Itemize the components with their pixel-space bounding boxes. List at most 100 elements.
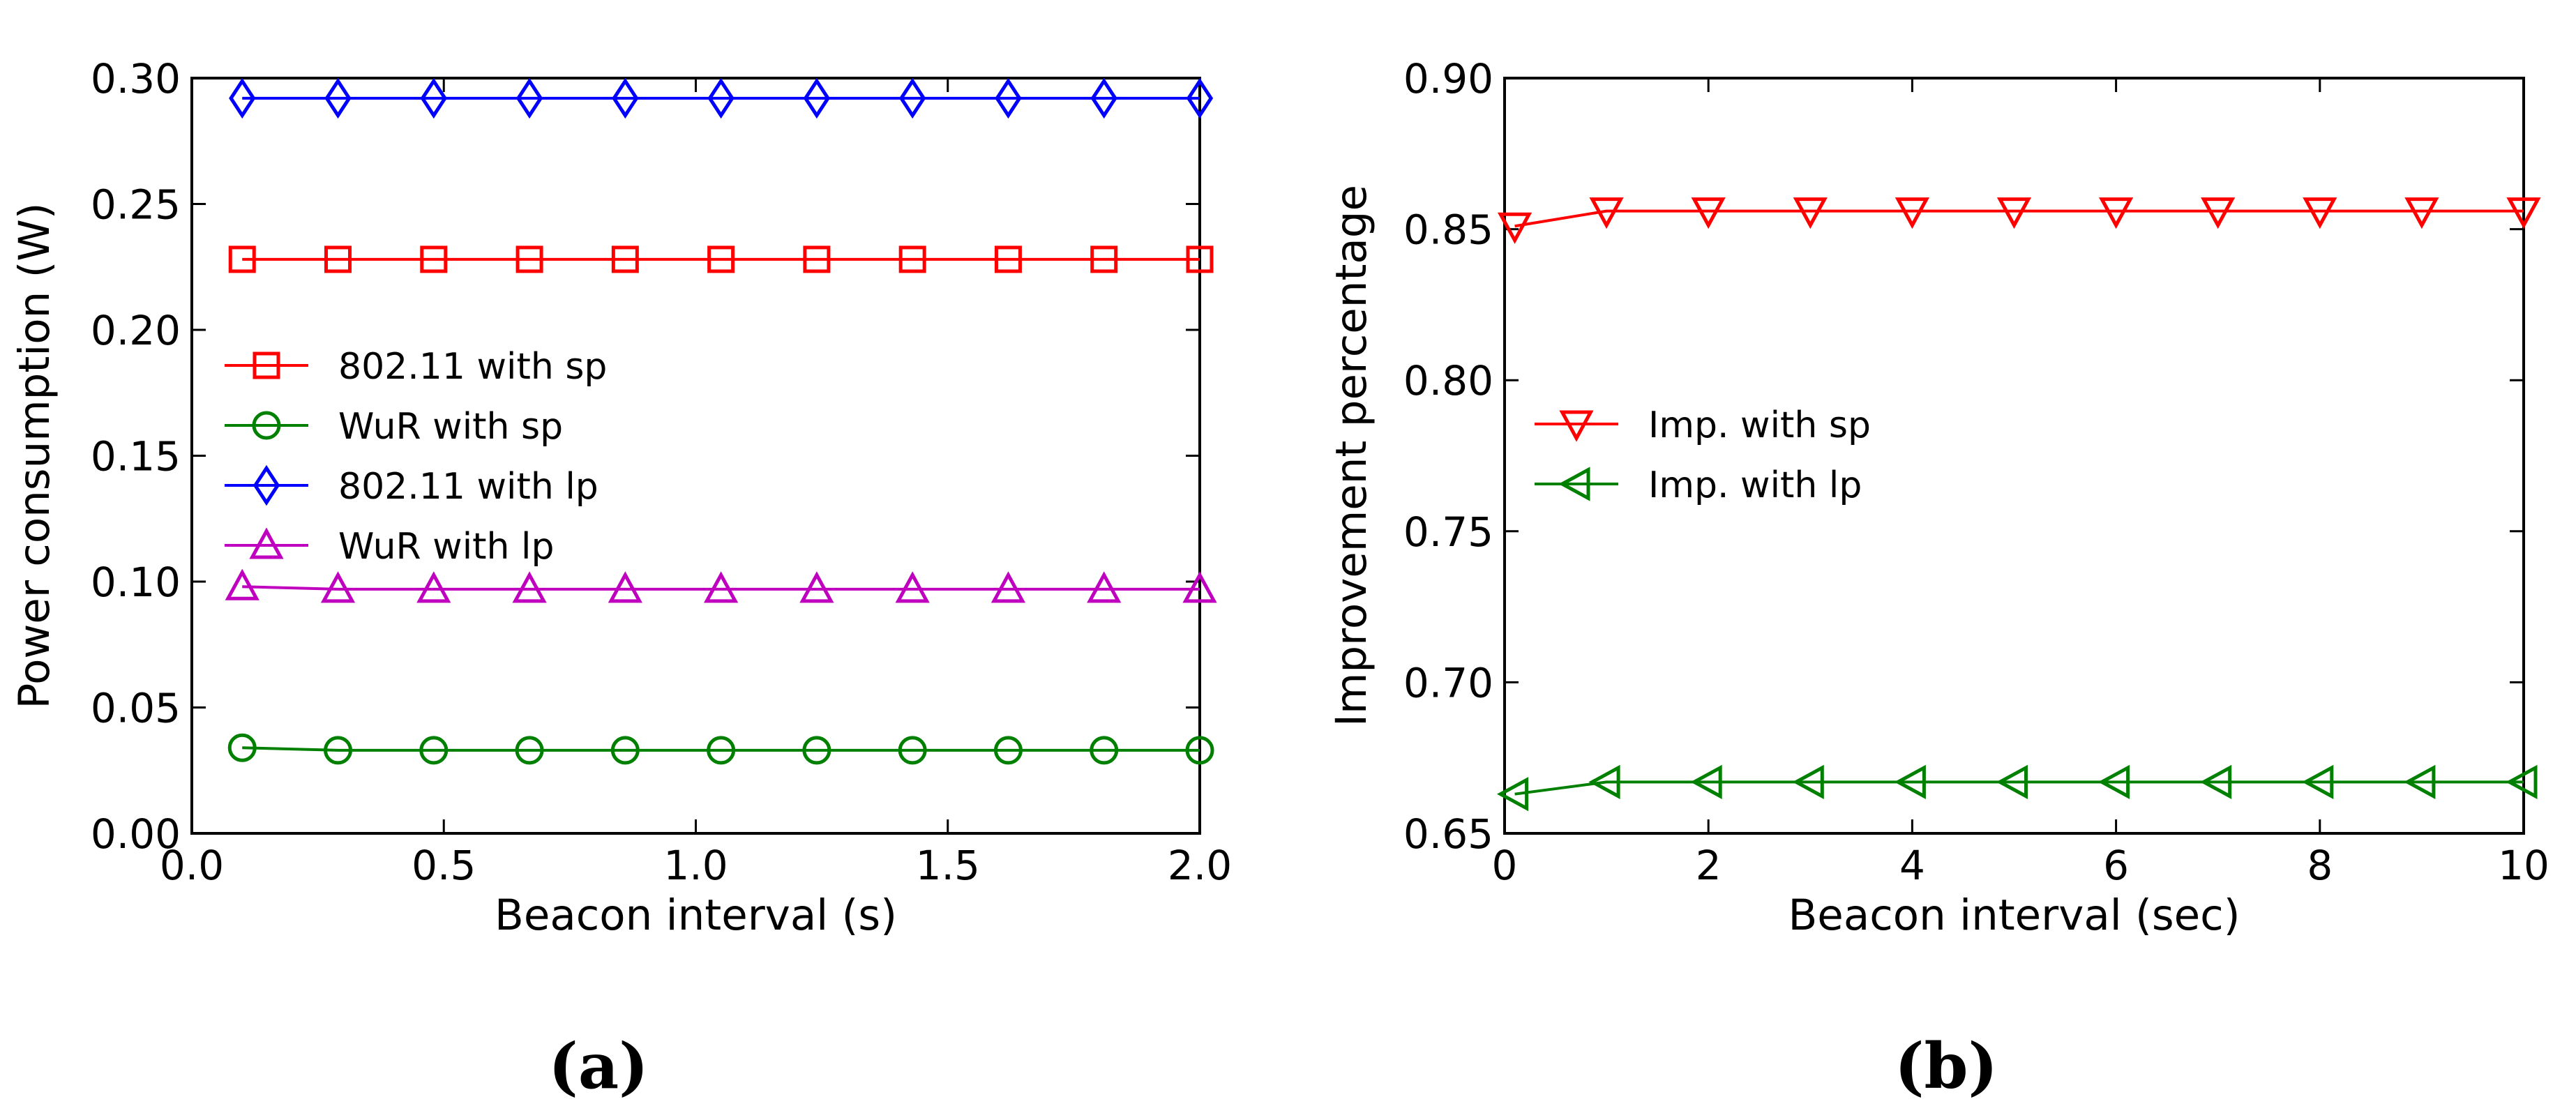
series-line-wur-with-sp xyxy=(242,746,1200,752)
data-point-imp-with-lp xyxy=(2506,764,2538,799)
y-axis-label: Power consumption (W) xyxy=(10,202,59,709)
data-point-imp-with-sp xyxy=(2303,197,2337,229)
data-point-imp-with-sp xyxy=(1691,197,1726,229)
data-point-imp-with-lp xyxy=(1996,764,2028,799)
data-point-802-11-with-lp xyxy=(324,77,352,119)
series-imp-with-sp xyxy=(1497,197,2541,244)
data-point-wur-with-sp xyxy=(802,736,831,765)
y-tick-label: 0.90 xyxy=(1403,55,1493,103)
data-point-802-11-with-sp xyxy=(228,245,256,273)
data-point-imp-with-lp xyxy=(1792,764,1824,799)
series-802-11-with-lp xyxy=(229,77,1214,119)
data-point-wur-with-lp xyxy=(416,571,451,603)
data-point-imp-with-sp xyxy=(2506,197,2541,229)
y-tick-label: 0.10 xyxy=(91,559,181,606)
data-point-wur-with-lp xyxy=(512,571,547,603)
data-point-imp-with-sp xyxy=(1589,197,1624,229)
data-point-802-11-with-sp xyxy=(1090,245,1118,273)
legend-marker-802-11-with-lp xyxy=(253,464,280,506)
data-point-wur-with-lp xyxy=(799,571,834,603)
data-point-802-11-with-sp xyxy=(324,245,352,273)
legend: 802.11 with sp WuR with sp 802.11 with lp W… xyxy=(225,346,607,568)
data-point-802-11-with-lp xyxy=(707,77,735,119)
x-tick-label: 6 xyxy=(2103,842,2129,889)
data-point-wur-with-lp xyxy=(991,571,1026,603)
legend-label: 802.11 with lp xyxy=(338,466,598,508)
data-point-802-11-with-sp xyxy=(898,245,926,273)
data-point-802-11-with-sp xyxy=(420,245,448,273)
legend: Imp. with sp Imp. with lp xyxy=(1535,404,1871,506)
data-point-802-11-with-lp xyxy=(229,77,256,119)
legend-marker-imp-with-sp xyxy=(1559,410,1594,442)
data-point-802-11-with-lp xyxy=(1090,77,1117,119)
series-line-imp-with-sp xyxy=(1514,209,2524,228)
y-tick-label: 0.15 xyxy=(91,433,181,480)
caption-a: (a) xyxy=(548,1029,648,1103)
series-wur-with-sp xyxy=(227,733,1214,765)
x-tick-label: 0 xyxy=(1492,842,1518,889)
data-point-802-11-with-sp xyxy=(994,245,1022,273)
data-point-wur-with-lp xyxy=(1087,571,1122,603)
y-tick-label: 0.65 xyxy=(1403,810,1493,858)
data-point-802-11-with-sp xyxy=(707,245,735,273)
legend-label: WuR with lp xyxy=(338,526,555,568)
plot-frame xyxy=(190,77,1201,835)
x-axis-label: Beacon interval (s) xyxy=(495,891,897,940)
legend-marker-wur-with-lp xyxy=(249,527,284,559)
x-tick-label: 1.0 xyxy=(663,842,728,889)
data-point-802-11-with-lp xyxy=(899,77,926,119)
data-point-wur-with-sp xyxy=(1185,736,1214,765)
data-point-wur-with-lp xyxy=(320,571,356,603)
x-tick-label: 8 xyxy=(2307,842,2333,889)
data-point-imp-with-lp xyxy=(2097,764,2130,799)
data-point-wur-with-lp xyxy=(225,568,259,600)
data-point-imp-with-sp xyxy=(2098,197,2134,229)
data-point-wur-with-sp xyxy=(227,733,257,762)
data-point-wur-with-sp xyxy=(419,736,449,765)
data-point-imp-with-sp xyxy=(1497,212,1532,244)
data-point-802-11-with-sp xyxy=(1186,245,1214,273)
x-tick-label: 4 xyxy=(1899,842,1925,889)
data-point-imp-with-sp xyxy=(1793,197,1828,229)
data-point-imp-with-lp xyxy=(1894,764,1926,799)
data-point-imp-with-lp xyxy=(1690,764,1722,799)
series-wur-with-lp xyxy=(225,568,1217,603)
data-point-802-11-with-sp xyxy=(611,245,639,273)
data-point-imp-with-sp xyxy=(1895,197,1930,229)
legend-label: WuR with sp xyxy=(338,406,563,448)
data-point-imp-with-sp xyxy=(2201,197,2236,229)
data-point-wur-with-sp xyxy=(1090,736,1119,765)
data-point-imp-with-sp xyxy=(2404,197,2439,229)
data-point-802-11-with-lp xyxy=(803,77,831,119)
y-tick-label: 0.85 xyxy=(1403,206,1493,254)
legend-marker-imp-with-lp xyxy=(1558,467,1590,501)
data-point-imp-with-lp xyxy=(2200,764,2232,799)
legend-label: Imp. with lp xyxy=(1648,464,1862,506)
data-point-802-11-with-lp xyxy=(1186,77,1214,119)
chart-a-power-consumption: 0.0 0.5 1.0 1.5 2.0 0.00 0.05 0.10 0.15 0.20 0.25 0… xyxy=(10,55,1232,940)
series-line-imp-with-lp xyxy=(1514,780,2524,796)
data-point-wur-with-lp xyxy=(895,571,930,603)
x-tick-label: 2 xyxy=(1696,842,1722,889)
x-tick-label: 0.0 xyxy=(160,842,224,889)
data-point-802-11-with-lp xyxy=(995,77,1022,119)
data-point-imp-with-sp xyxy=(1996,197,2032,229)
series-line-wur-with-lp xyxy=(242,585,1200,591)
series-802-11-with-sp xyxy=(228,245,1214,273)
y-tick-label: 0.30 xyxy=(91,55,181,103)
data-point-wur-with-sp xyxy=(515,736,544,765)
data-point-imp-with-lp xyxy=(2302,764,2334,799)
y-tick-label: 0.80 xyxy=(1403,357,1493,404)
data-point-imp-with-lp xyxy=(1588,764,1620,799)
x-tick-label: 2.0 xyxy=(1168,842,1232,889)
data-point-wur-with-sp xyxy=(993,736,1023,765)
caption-b: (b) xyxy=(1895,1029,1998,1103)
y-tick-label: 0.25 xyxy=(91,181,181,229)
data-point-imp-with-lp xyxy=(1496,777,1529,812)
legend-marker-802-11-with-sp xyxy=(253,351,280,379)
legend-label: 802.11 with sp xyxy=(338,346,607,388)
legend-marker-wur-with-sp xyxy=(252,411,281,440)
legend-label: Imp. with sp xyxy=(1648,404,1871,446)
data-point-wur-with-sp xyxy=(898,736,927,765)
